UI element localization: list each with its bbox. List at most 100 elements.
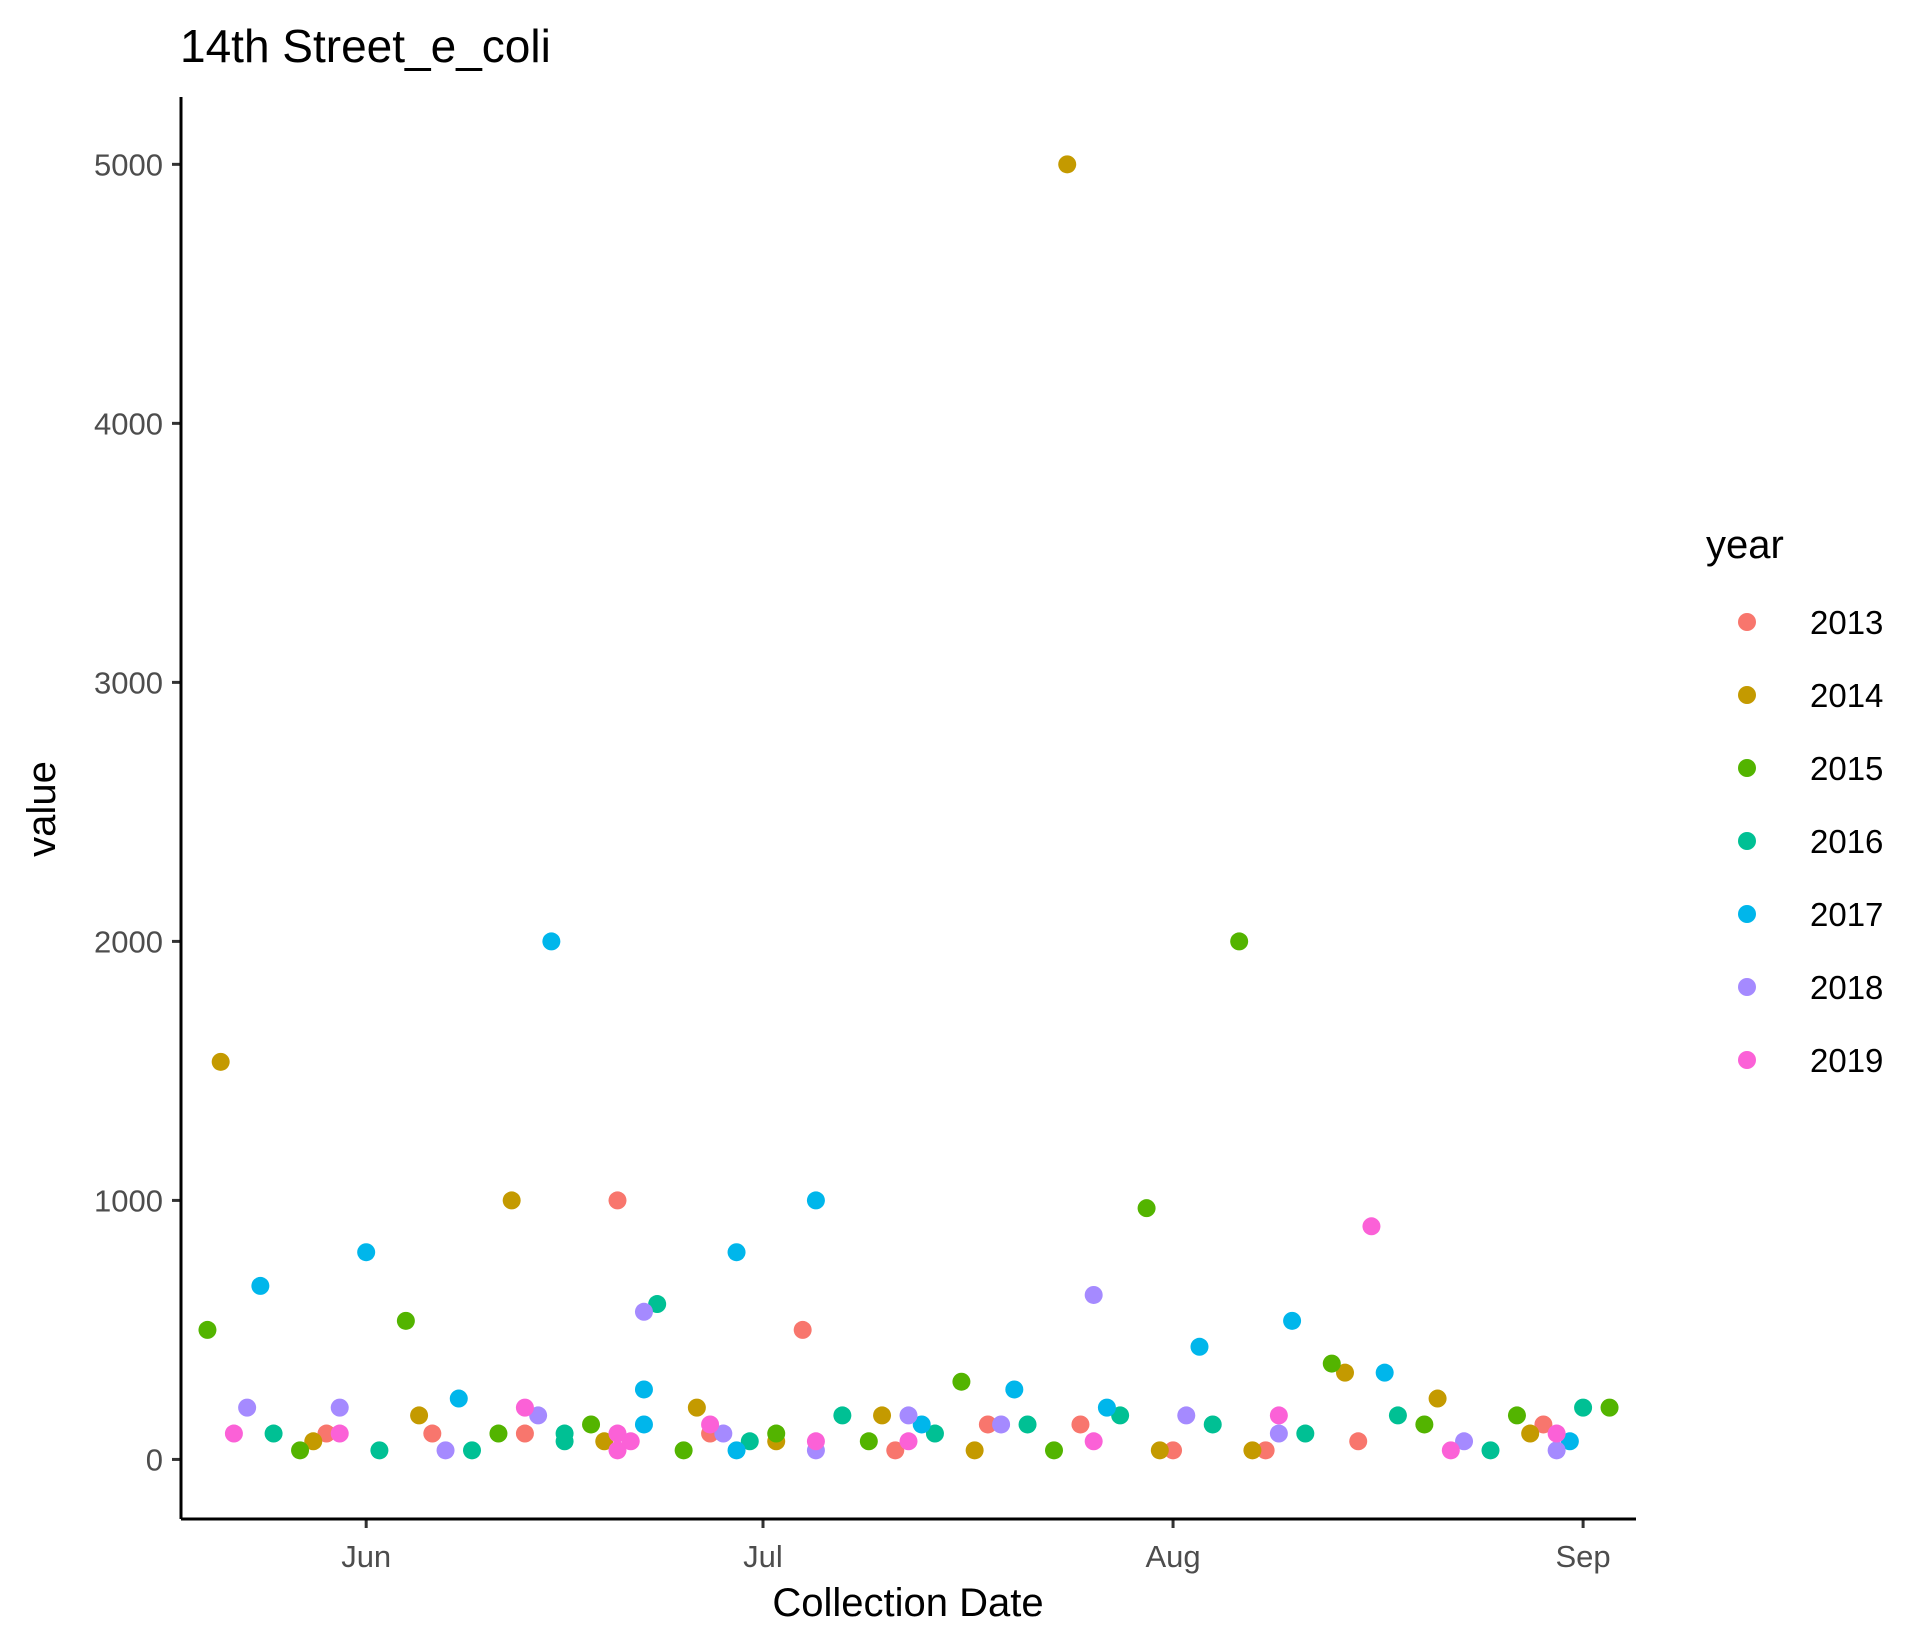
data-point-2018 xyxy=(714,1424,733,1443)
data-point-2017 xyxy=(449,1389,468,1408)
data-point-2013 xyxy=(793,1320,812,1339)
data-point-2019 xyxy=(701,1415,720,1434)
data-point-2016 xyxy=(1574,1398,1593,1417)
y-tick-label: 5000 xyxy=(94,147,163,182)
data-point-2015 xyxy=(582,1415,601,1434)
data-point-2015 xyxy=(1322,1354,1341,1373)
data-point-2016 xyxy=(1203,1415,1222,1434)
x-tick-label: Sep xyxy=(1556,1539,1611,1574)
data-point-2013 xyxy=(1256,1441,1275,1460)
data-point-2014 xyxy=(595,1432,614,1451)
data-point-2016 xyxy=(1481,1441,1500,1460)
legend: 2013 2014 2015 2016 2017 2018 2019 xyxy=(1738,604,1883,1079)
data-point-2016 xyxy=(925,1424,944,1443)
data-point-2016 xyxy=(1296,1424,1315,1443)
data-point-2019 xyxy=(1269,1406,1288,1425)
data-point-2018 xyxy=(1547,1441,1566,1460)
data-point-2019 xyxy=(608,1424,627,1443)
y-tick-label: 3000 xyxy=(94,665,163,700)
data-point-2016 xyxy=(833,1406,852,1425)
data-point-2017 xyxy=(806,1191,825,1210)
data-point-2018 xyxy=(1177,1406,1196,1425)
data-point-2019 xyxy=(1441,1441,1460,1460)
data-point-2017 xyxy=(1190,1337,1209,1356)
data-point-2018 xyxy=(992,1415,1011,1434)
data-point-2015 xyxy=(952,1372,971,1391)
data-point-2017 xyxy=(1560,1432,1579,1451)
data-point-2018 xyxy=(436,1441,455,1460)
data-point-2017 xyxy=(251,1276,270,1295)
data-point-2013 xyxy=(1534,1415,1553,1434)
data-point-2016 xyxy=(370,1441,389,1460)
data-point-2018 xyxy=(238,1398,257,1417)
data-point-2014 xyxy=(1243,1441,1262,1460)
data-point-2013 xyxy=(1071,1415,1090,1434)
data-point-2017 xyxy=(1375,1363,1394,1382)
data-point-2014 xyxy=(410,1406,429,1425)
data-point-2017 xyxy=(1283,1311,1302,1330)
data-point-2014 xyxy=(965,1441,984,1460)
data-point-2015 xyxy=(198,1320,217,1339)
legend-label: 2014 xyxy=(1810,677,1883,714)
data-point-2017 xyxy=(1005,1380,1024,1399)
data-point-2017 xyxy=(634,1415,653,1434)
legend-label: 2015 xyxy=(1810,750,1883,787)
data-point-2019 xyxy=(224,1424,243,1443)
data-point-2013 xyxy=(978,1415,997,1434)
legend-key-2017 xyxy=(1738,905,1756,923)
legend-title: year xyxy=(1706,523,1784,567)
data-point-2014 xyxy=(1150,1441,1169,1460)
data-point-2014 xyxy=(1428,1389,1447,1408)
legend-label: 2016 xyxy=(1810,823,1883,860)
data-points xyxy=(198,155,1619,1460)
data-point-2015 xyxy=(1507,1406,1526,1425)
data-point-2019 xyxy=(806,1432,825,1451)
data-point-2019 xyxy=(899,1432,918,1451)
data-point-2014 xyxy=(1336,1363,1354,1382)
data-point-2015 xyxy=(674,1441,693,1460)
data-point-2013 xyxy=(886,1441,905,1460)
legend-label: 2017 xyxy=(1810,896,1883,933)
data-point-2016 xyxy=(555,1432,574,1451)
data-point-2018 xyxy=(1455,1432,1474,1451)
legend-key-2016 xyxy=(1738,832,1756,850)
data-point-2017 xyxy=(542,932,561,951)
data-point-2015 xyxy=(1045,1441,1063,1460)
data-point-2016 xyxy=(1111,1406,1130,1425)
data-point-2014 xyxy=(1521,1424,1540,1443)
x-axis-title: Collection Date xyxy=(772,1581,1043,1625)
y-tick-label: 1000 xyxy=(94,1183,163,1218)
legend-label: 2019 xyxy=(1810,1042,1883,1079)
data-point-2018 xyxy=(634,1302,653,1321)
data-point-2017 xyxy=(727,1243,746,1262)
data-point-2013 xyxy=(1164,1441,1183,1460)
y-axis-title: value xyxy=(20,761,64,857)
data-point-2014 xyxy=(873,1406,892,1425)
legend-key-2013 xyxy=(1738,613,1756,631)
legend-label: 2018 xyxy=(1810,969,1883,1006)
y-tick-label: 0 xyxy=(146,1442,163,1477)
data-point-2017 xyxy=(1097,1398,1116,1417)
data-point-2015 xyxy=(291,1441,310,1460)
data-point-2015 xyxy=(489,1424,508,1443)
data-point-2014 xyxy=(304,1432,323,1451)
data-point-2019 xyxy=(608,1441,627,1460)
data-point-2016 xyxy=(1388,1406,1407,1425)
legend-key-2019 xyxy=(1738,1051,1756,1069)
data-point-2013 xyxy=(1349,1432,1368,1451)
data-point-2016 xyxy=(264,1424,283,1443)
data-point-2015 xyxy=(859,1432,878,1451)
data-point-2016 xyxy=(648,1295,667,1314)
data-point-2018 xyxy=(899,1406,918,1425)
data-point-2013 xyxy=(608,1191,627,1210)
data-point-2016 xyxy=(1018,1415,1037,1434)
data-point-2016 xyxy=(740,1432,759,1451)
y-tick-label: 2000 xyxy=(94,924,163,959)
legend-key-2015 xyxy=(1738,759,1756,777)
data-point-2018 xyxy=(1269,1424,1288,1443)
data-point-2019 xyxy=(1084,1432,1103,1451)
data-point-2015 xyxy=(1230,932,1249,951)
data-point-2015 xyxy=(1415,1415,1434,1434)
data-point-2018 xyxy=(529,1406,548,1425)
